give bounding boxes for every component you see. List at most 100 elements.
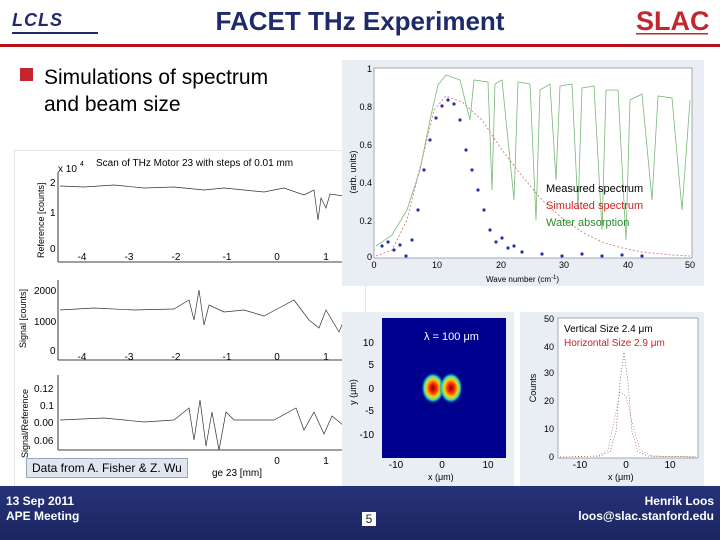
spectrum-xlabel: Wave number (cm-1) bbox=[486, 275, 559, 284]
hist-xtick: 10 bbox=[664, 460, 676, 471]
simulated-spectrum-line bbox=[375, 95, 691, 257]
scan-ylabel-top: Reference [counts] bbox=[36, 182, 46, 258]
footer-author: Henrik Loos bbox=[644, 494, 714, 508]
scan-bot-ytick: 0.06 bbox=[34, 436, 54, 447]
spectrum-xtick: 50 bbox=[685, 260, 695, 270]
footer-left: 13 Sep 2011 APE Meeting bbox=[6, 494, 79, 524]
beam-ytick: 0 bbox=[368, 384, 374, 395]
scan-top-ytick: 2 bbox=[50, 178, 56, 189]
scan-bot-ytick: 0.1 bbox=[40, 401, 54, 412]
hist-vertical-size: Vertical Size 2.4 μm bbox=[564, 324, 653, 335]
footer-event: APE Meeting bbox=[6, 509, 80, 523]
scan-xtick-bot: 1 bbox=[323, 456, 329, 467]
scan-xtick-top: -4 bbox=[78, 252, 87, 263]
beam-lobe-right bbox=[439, 372, 463, 404]
reference-trace bbox=[59, 184, 355, 221]
scan-mid-ytick: 0 bbox=[50, 346, 56, 357]
beam-xtick: -10 bbox=[389, 460, 404, 471]
scan-xtick-top: 0 bbox=[274, 252, 280, 263]
lcls-logo: LCLS bbox=[12, 10, 98, 34]
hist-ylabel: Counts bbox=[528, 373, 538, 402]
beam-annotation: λ = 100 μm bbox=[424, 331, 479, 343]
hist-ytick: 40 bbox=[544, 342, 554, 352]
spectrum-ylabel: (arb. units) bbox=[348, 150, 358, 193]
beam-xtick: 0 bbox=[439, 460, 445, 471]
scan-plot: x 10 4 Scan of THz Motor 23 with steps o… bbox=[14, 150, 366, 488]
hist-ytick: 10 bbox=[544, 424, 554, 434]
scan-xtick-mid: 0 bbox=[274, 352, 280, 363]
lcls-logo-underline bbox=[12, 32, 98, 34]
footer-right: Henrik Loos loos@slac.stanford.edu bbox=[578, 494, 714, 524]
spectrum-xtick: 30 bbox=[559, 260, 569, 270]
beam-xlabel: x (μm) bbox=[428, 472, 454, 482]
scan-xtick-mid: -3 bbox=[125, 352, 134, 363]
hist-xtick: -10 bbox=[573, 460, 588, 471]
scan-exponent-sup: 4 bbox=[80, 161, 84, 168]
scan-top-ytick: 1 bbox=[50, 208, 56, 219]
spectrum-legend: Measured spectrum Simulated spectrum Wat… bbox=[546, 183, 643, 229]
legend-simulated: Simulated spectrum bbox=[546, 200, 643, 212]
beam-ytick: 5 bbox=[368, 360, 374, 371]
beam-ylabel: y (μm) bbox=[348, 379, 358, 405]
spectrum-ytick: 0 bbox=[367, 252, 372, 262]
scan-xtick-mid: -4 bbox=[78, 352, 87, 363]
scan-xtick-mid: -2 bbox=[172, 352, 181, 363]
hist-plot: Vertical Size 2.4 μm Horizontal Size 2.9… bbox=[528, 314, 699, 482]
slac-logo: SLAC bbox=[636, 6, 710, 36]
beam-ytick: -5 bbox=[365, 406, 374, 417]
spectrum-plot: (arb. units) 1 0.8 0.6 0.4 0.2 0 0 10 20… bbox=[348, 64, 695, 284]
spectrum-ytick: 1 bbox=[367, 64, 372, 74]
lcls-logo-text: LCLS bbox=[12, 10, 63, 30]
spectrum-xtick: 0 bbox=[371, 260, 376, 270]
bullet-icon bbox=[20, 68, 33, 81]
spectrum-ytick: 0.2 bbox=[359, 216, 372, 226]
spectrum-ytick: 0.6 bbox=[359, 140, 372, 150]
footer-bar bbox=[0, 486, 720, 540]
scan-xtick-mid: -1 bbox=[223, 352, 232, 363]
scan-top-ytick: 0 bbox=[50, 244, 56, 255]
ratio-trace bbox=[59, 399, 355, 451]
data-attribution: Data from A. Fisher & Z. Wu bbox=[26, 458, 188, 478]
scan-xtick-bot: 0 bbox=[274, 456, 280, 467]
header-bar bbox=[0, 0, 720, 47]
legend-measured: Measured spectrum bbox=[546, 183, 643, 195]
hist-xtick: 0 bbox=[623, 460, 629, 471]
hist-ytick: 20 bbox=[544, 396, 554, 406]
slide-title: FACET THz Experiment bbox=[215, 6, 505, 36]
hist-ytick: 50 bbox=[544, 314, 554, 324]
scan-xtick-top: -1 bbox=[223, 252, 232, 263]
bullet-line-2: and beam size bbox=[44, 93, 181, 116]
spectrum-xtick: 20 bbox=[496, 260, 506, 270]
measured-spectrum-points bbox=[380, 98, 644, 258]
scan-xtick-top: 1 bbox=[323, 252, 329, 263]
scan-ylabel-mid: Signal [counts] bbox=[18, 289, 28, 348]
scan-mid-ytick: 2000 bbox=[34, 286, 57, 297]
bullet-text: Simulations of spectrum and beam size bbox=[44, 64, 268, 118]
signal-trace bbox=[59, 289, 355, 333]
legend-water: Water absorption bbox=[546, 217, 629, 229]
water-absorption-line bbox=[375, 74, 691, 247]
footer-date: 13 Sep 2011 bbox=[6, 494, 75, 508]
spectrum-ytick: 0.4 bbox=[359, 178, 372, 188]
hist-ytick: 30 bbox=[544, 368, 554, 378]
beam-ytick: 10 bbox=[363, 338, 375, 349]
footer-email: loos@slac.stanford.edu bbox=[578, 509, 714, 523]
slac-logo-text: SLAC bbox=[636, 6, 710, 36]
scan-ylabel-bot: Signal/Reference bbox=[20, 389, 30, 458]
bullet-line-1: Simulations of spectrum bbox=[44, 66, 269, 89]
scan-xtick-top: -3 bbox=[125, 252, 134, 263]
scan-xtick-mid: 1 bbox=[323, 352, 329, 363]
spectrum-ytick: 0.8 bbox=[359, 102, 372, 112]
scan-bot-ytick: 0.12 bbox=[34, 384, 54, 395]
spectrum-xtick: 40 bbox=[623, 260, 633, 270]
hist-xlabel: x (μm) bbox=[608, 472, 634, 482]
beam-xtick: 10 bbox=[482, 460, 494, 471]
hist-ytick: 0 bbox=[549, 452, 554, 462]
hist-horizontal-size: Horizontal Size 2.9 μm bbox=[564, 338, 665, 349]
scan-title: Scan of THz Motor 23 with steps of 0.01 … bbox=[96, 158, 293, 169]
scan-xtick-top: -2 bbox=[172, 252, 181, 263]
spectrum-xtick: 10 bbox=[432, 260, 442, 270]
scan-bot-ytick: 0.00 bbox=[34, 418, 54, 429]
beam-lobe-left bbox=[421, 372, 445, 404]
scan-exponent: x 10 bbox=[58, 164, 77, 175]
